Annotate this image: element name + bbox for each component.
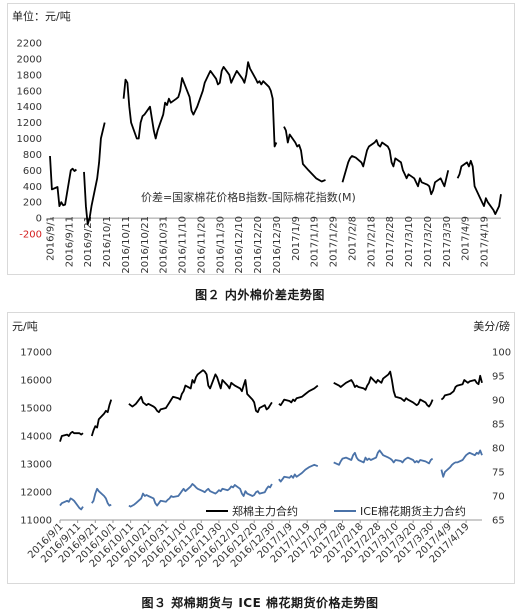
y-tick-label: 1800 [17,70,42,81]
x-tick-label: 2017/1/9 [291,216,302,261]
spread-chart-panel: 单位：元/吨 -200 0 200 400 600 800 1000 1200 1400 1600 1… [7,3,515,275]
y2-tick-label: 70 [492,492,505,503]
x-tick-label: 2017/3/30 [442,216,453,267]
y-tick-label: 13000 [20,460,52,471]
series-line-0-0 [49,61,502,226]
y-tick-label: 1600 [17,86,42,97]
x-tick-label: 2017/1/29 [329,216,340,267]
y-tick-label: 16000 [20,376,52,387]
x-tick-label: 2016/11/30 [215,216,226,274]
x-tick-label: 2016/9/21 [83,216,94,267]
x-tick-label: 2016/12/10 [234,216,245,274]
y-tick-label: 1400 [17,102,42,113]
legend-label: 郑棉主力合约 [232,504,298,518]
y-tick-label: 2200 [17,39,42,50]
y-tick-label: 14000 [20,432,52,443]
x-tick-label: 2017/3/10 [404,216,415,267]
x-tick-label: 2016/12/30 [272,216,283,274]
x-tick-label: 2016/10/1 [102,216,113,267]
y-tick-label: 600 [23,166,42,177]
y2-tick-label: 100 [492,348,511,359]
chart-annotation: 价差=国家棉花价格B指数-国际棉花指数(M) [141,190,356,204]
x-tick-label: 2017/4/19 [480,216,491,267]
x-tick-label: 2017/2/18 [366,216,377,267]
x-tick-label: 2017/4/9 [461,216,472,261]
x-tick-label: 2017/1/19 [310,216,321,267]
series-line-1-1 [59,449,483,511]
y2-tick-label: 65 [492,516,505,527]
y-tick-label: -200 [19,230,42,241]
y-tick-label: 11000 [20,516,52,527]
x-tick-label: 2016/11/20 [196,216,207,274]
figure2-caption: 图２ 内外棉价差走势图 [195,288,325,302]
y2-tick-label: 80 [492,444,505,455]
x-tick-label: 2016/10/11 [121,216,132,274]
x-tick-label: 2016/10/21 [140,216,151,274]
y-axis-unit-label: 元/吨 [12,320,38,333]
legend-label: ICE棉花期货主力合约 [360,504,466,518]
futures-chart-panel: 元/吨 美分/磅 11000 12000 13000 14000 15000 16000 170… [7,312,515,584]
x-tick-label: 2016/12/20 [253,216,264,274]
series-line-1-0 [59,369,483,442]
y-tick-label: 12000 [20,488,52,499]
y2-tick-label: 75 [492,468,505,479]
y-tick-label: 15000 [20,404,52,415]
x-tick-label: 2016/10/31 [159,216,170,274]
y2-tick-label: 85 [492,420,505,431]
futures-chart: 元/吨 美分/磅 11000 12000 13000 14000 15000 16000 170… [12,319,511,570]
y2-axis-unit-label: 美分/磅 [473,319,510,333]
x-tick-label: 2016/9/1 [46,216,57,261]
y-tick-label: 800 [23,150,42,161]
y-tick-label: 1200 [17,118,42,129]
y-tick-label: 0 [36,214,42,225]
y2-tick-label: 95 [492,372,505,383]
y-tick-label: 400 [23,182,42,193]
x-tick-label: 2017/3/20 [423,216,434,267]
spread-chart: 单位：元/吨 -200 0 200 400 600 800 1000 1200 1400 1600 1… [12,9,502,274]
y-axis-unit-label: 单位：元/吨 [12,9,71,23]
y2-tick-label: 90 [492,396,505,407]
x-tick-label: 2017/2/8 [347,216,358,261]
x-tick-label: 2017/2/28 [385,216,396,267]
y-tick-label: 17000 [20,348,52,359]
x-tick-label: 2016/9/11 [64,216,75,267]
y-tick-label: 200 [23,198,42,209]
x-tick-label: 2016/11/10 [178,216,189,274]
figure3-caption: 图３ 郑棉期货与 ICE 棉花期货价格走势图 [141,596,379,610]
y-tick-label: 1000 [17,134,42,145]
y-tick-label: 2000 [17,54,42,65]
